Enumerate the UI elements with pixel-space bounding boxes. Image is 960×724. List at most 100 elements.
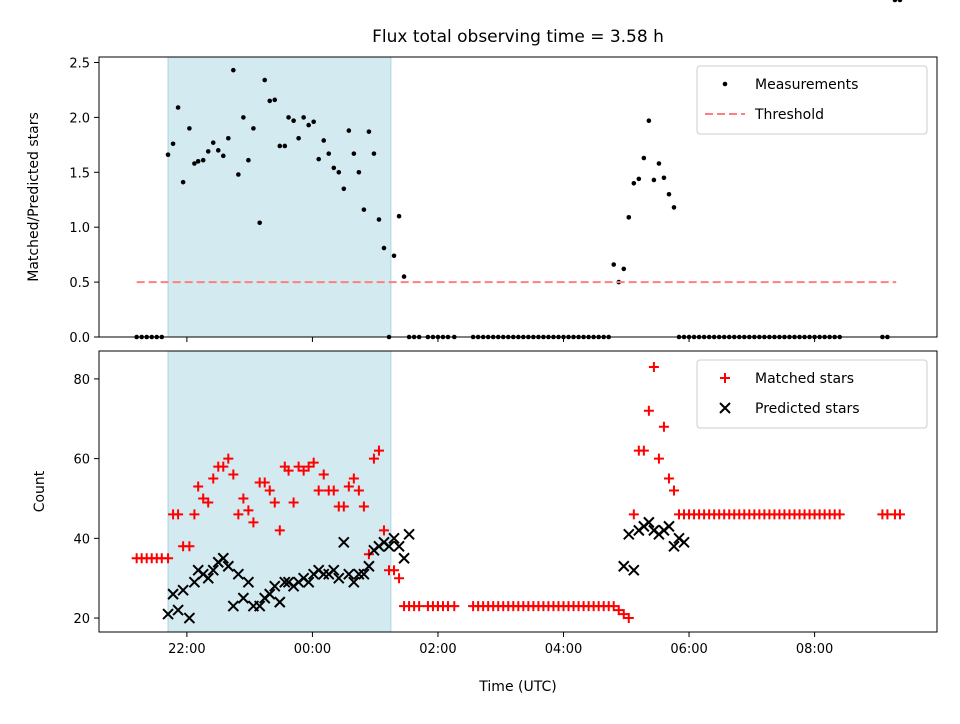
legend-matched-swatch [720, 373, 730, 383]
matched-point [613, 605, 624, 616]
y-tick-label: 2.0 [69, 111, 90, 126]
matched-point [264, 485, 275, 496]
predicted-point [678, 536, 690, 549]
predicted-point [227, 600, 240, 612]
matched-point [298, 465, 309, 476]
legend: Measurements Threshold [696, 65, 928, 135]
predicted-point [363, 560, 375, 572]
legend-label: Matched stars [755, 371, 854, 387]
legend-predicted-swatch [719, 402, 731, 414]
y-tick-label: 40 [73, 532, 90, 547]
legend-box [696, 359, 928, 429]
x-tick-label: 08:00 [796, 642, 833, 657]
y-tick-label: 20 [73, 612, 90, 627]
x-tick-label: 00:00 [294, 642, 331, 657]
measurement-point [631, 180, 637, 186]
measurement-point [291, 118, 296, 123]
predicted-point [217, 552, 229, 564]
matched-point [293, 461, 304, 472]
matched-point [274, 525, 285, 536]
measurement-point [611, 262, 617, 267]
y-axis-label: Count [32, 470, 48, 512]
measurement-point [361, 207, 367, 212]
measurement-point [331, 165, 337, 171]
matched-point [173, 509, 184, 520]
predicted-point [177, 584, 189, 596]
measurement-point [241, 115, 246, 120]
matched-point [163, 553, 174, 564]
matched-point [184, 541, 195, 552]
plot-frame [98, 350, 938, 633]
predicted-point [222, 560, 235, 572]
matched-point [658, 421, 669, 432]
x-tick-label: 02:00 [419, 642, 456, 657]
measurement-point [251, 126, 256, 131]
measurement-point [636, 176, 642, 182]
matched-point [228, 469, 239, 480]
measurement-point [366, 129, 372, 134]
measurement-point [356, 169, 362, 175]
x-tick-label: 06:00 [670, 642, 707, 657]
predicted-point [183, 612, 196, 624]
predicted-point [623, 528, 635, 541]
predicted-point [237, 592, 250, 604]
predicted-point [338, 536, 350, 549]
matched-point [348, 473, 359, 484]
measurement-point [671, 205, 677, 210]
measurement-point [220, 153, 226, 159]
matched-point [189, 509, 200, 520]
x-tick-label: 22:00 [168, 642, 205, 657]
chart-title: Flux total observing time = 3.58 h [372, 27, 664, 47]
measurement-point [215, 148, 221, 153]
y-tick-label: 1.0 [69, 221, 90, 236]
predicted-point [393, 540, 405, 553]
predicted-point [318, 568, 330, 580]
measurement-point [666, 191, 672, 197]
matched-point [449, 601, 460, 612]
matched-point [653, 453, 664, 464]
matched-point [373, 445, 384, 456]
matched-point [318, 469, 329, 480]
y-tick-label: 2.5 [69, 56, 90, 71]
matched-point [643, 405, 654, 416]
predicted-point [232, 568, 245, 580]
matched-point [313, 485, 324, 496]
plot-frame [98, 56, 938, 338]
measurement-point [401, 274, 407, 279]
matched-point [618, 609, 629, 620]
matched-point [623, 613, 634, 624]
series-predicted-stars [162, 516, 690, 624]
matched-point [308, 457, 319, 468]
measurement-point [226, 135, 231, 141]
matched-point [608, 601, 619, 612]
measurement-point [346, 128, 352, 133]
predicted-point [383, 540, 395, 553]
predicted-point [353, 568, 365, 580]
matched-point [668, 485, 679, 496]
predicted-point [398, 552, 410, 564]
measurement-point [170, 141, 176, 147]
matched-point [288, 497, 299, 508]
measurement-point [336, 169, 342, 175]
legend-label: Threshold [754, 107, 824, 123]
measurement-point [262, 77, 268, 83]
measurement-point [651, 177, 657, 183]
measurement-point [180, 179, 186, 185]
matched-point [638, 445, 649, 456]
predicted-point [348, 576, 360, 588]
measurement-point [286, 115, 291, 120]
measurement-point [165, 152, 171, 158]
measurement-point [621, 266, 627, 272]
measurement-point [371, 151, 377, 156]
legend-label: Predicted stars [755, 401, 860, 417]
matched-point [894, 509, 905, 520]
matched-point [368, 453, 379, 464]
predicted-point [242, 576, 255, 588]
matched-point [283, 465, 294, 476]
measurement-point [277, 143, 283, 149]
matched-point [248, 517, 259, 528]
matched-point [203, 497, 214, 508]
measurement-point [210, 140, 216, 145]
matched-point [353, 485, 364, 496]
matched-point [269, 497, 280, 508]
